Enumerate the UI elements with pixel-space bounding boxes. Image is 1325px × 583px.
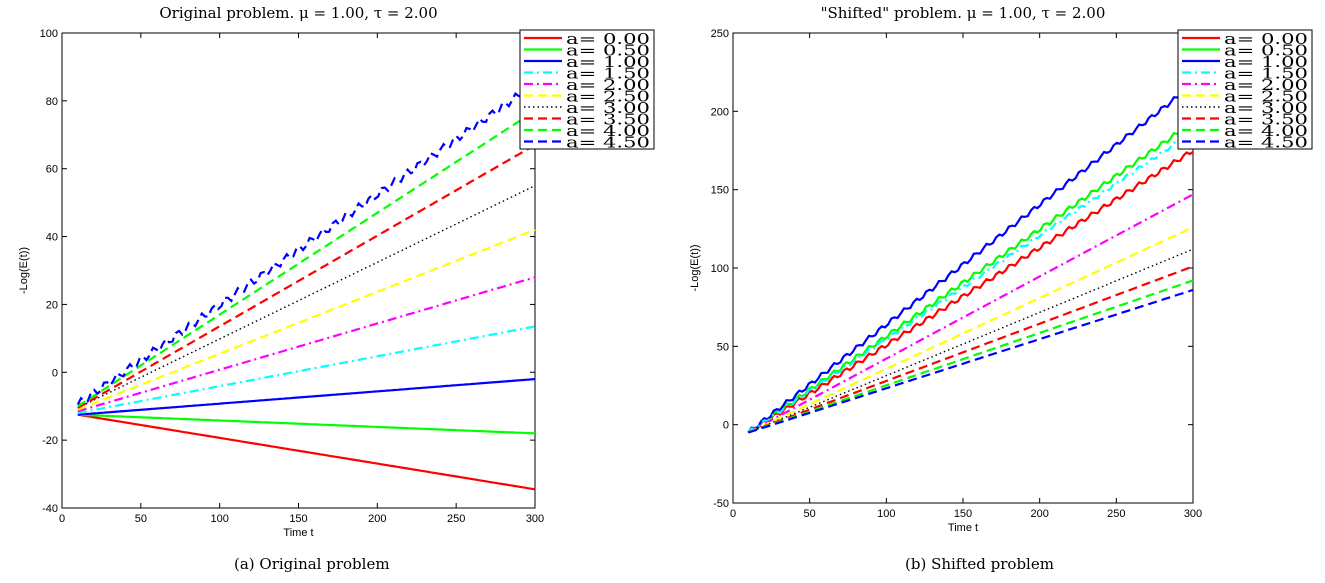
series-line-300 [77, 185, 536, 409]
series-line-300 [748, 248, 1194, 434]
y-tick-label: 0 [723, 420, 729, 432]
y-tick-label: -50 [713, 498, 729, 510]
x-axis-label: Time t [283, 527, 313, 539]
series-line-200 [747, 193, 1194, 434]
chart-title: Original problem. μ = 1.00, τ = 2.00 [159, 4, 437, 22]
series-line-100 [77, 378, 536, 416]
y-tick-label: 20 [46, 299, 58, 311]
legend-label: a= 4.00 [566, 122, 650, 140]
plot-frame [61, 32, 536, 509]
y-tick-label: 200 [711, 106, 729, 118]
x-tick-label: 150 [289, 513, 307, 525]
y-tick-label: -40 [42, 503, 58, 515]
y-tick-label: 250 [711, 28, 729, 40]
series-line-050 [77, 413, 536, 435]
series-line-250 [747, 226, 1194, 434]
caption-a: (a) Original problem [234, 555, 390, 573]
legend-label: a= 3.50 [566, 111, 650, 129]
y-tick-label: 100 [711, 263, 729, 275]
legend: a= 0.00a= 0.50a= 1.00a= 1.50a= 2.00a= 2.… [1177, 29, 1313, 152]
series-line-350 [77, 144, 536, 409]
legend-label: a= 1.50 [566, 65, 650, 83]
x-tick-label: 100 [210, 513, 228, 525]
series-line-450 [747, 288, 1194, 434]
x-tick-label: 0 [730, 508, 736, 520]
legend-label: a= 0.50 [566, 42, 650, 60]
x-tick-label: 250 [1107, 508, 1125, 520]
series-line-000 [747, 151, 1194, 434]
y-tick-label: 0 [52, 367, 58, 379]
legend-label: a= 3.00 [566, 99, 650, 117]
legend-label: a= 3.50 [1224, 111, 1308, 129]
x-tick-label: 100 [877, 508, 895, 520]
series-line-450 [76, 83, 536, 405]
x-tick-label: 50 [804, 508, 816, 520]
y-tick-label: -20 [42, 435, 58, 447]
legend-label: a= 0.00 [1224, 30, 1308, 48]
y-tick-label: 50 [717, 341, 729, 353]
series-line-350 [747, 265, 1194, 434]
x-tick-label: 50 [135, 513, 147, 525]
legend: a= 0.00a= 0.50a= 1.00a= 1.50a= 2.00a= 2.… [519, 29, 655, 152]
legend-label: a= 4.50 [566, 134, 650, 152]
series-line-100 [747, 85, 1194, 434]
legend-label: a= 2.00 [566, 76, 650, 94]
series-line-150 [747, 132, 1194, 434]
chart-1: Original problem. μ = 1.00, τ = 2.00 0 50 1… [18, 4, 655, 539]
x-tick-label: 150 [954, 508, 972, 520]
y-tick-label: 150 [711, 185, 729, 197]
series-line-000 [77, 413, 536, 491]
x-tick-label: 0 [59, 513, 65, 525]
series-line-250 [77, 228, 536, 411]
legend-label: a= 1.00 [566, 53, 650, 71]
legend-label: a= 0.50 [1224, 42, 1308, 60]
legend-label: a= 1.50 [1224, 65, 1308, 83]
series-line-400 [747, 279, 1194, 434]
plot-frame [732, 32, 1194, 504]
legend-label: a= 3.00 [1224, 99, 1308, 117]
x-tick-label: 300 [526, 513, 544, 525]
series-line-400 [77, 110, 536, 408]
legend-label: a= 2.00 [1224, 76, 1308, 94]
legend-label: a= 2.50 [1224, 88, 1308, 106]
y-axis-label: -Log(E(t)) [18, 247, 30, 294]
y-axis-label: -Log(E(t)) [689, 244, 701, 291]
series-line-200 [77, 276, 536, 413]
legend-label: a= 4.50 [1224, 134, 1308, 152]
y-tick-label: 40 [46, 232, 58, 244]
y-tick-label: 60 [46, 164, 58, 176]
legend-label: a= 4.00 [1224, 122, 1308, 140]
series-line-050 [747, 122, 1194, 434]
y-tick-label: 80 [46, 96, 58, 108]
figure: Original problem. μ = 1.00, τ = 2.00 0 50 1… [18, 4, 1313, 539]
legend-label: a= 2.50 [566, 88, 650, 106]
chart-title: "Shifted" problem. μ = 1.00, τ = 2.00 [821, 4, 1106, 22]
series-line-150 [77, 325, 536, 415]
x-tick-label: 250 [447, 513, 465, 525]
x-axis-label: Time t [948, 522, 978, 534]
x-tick-label: 300 [1184, 508, 1202, 520]
chart-2: "Shifted" problem. μ = 1.00, τ = 2.00 0 50… [689, 4, 1313, 534]
legend-label: a= 0.00 [566, 30, 650, 48]
legend-label: a= 1.00 [1224, 53, 1308, 71]
x-tick-label: 200 [368, 513, 386, 525]
caption-b: (b) Shifted problem [905, 555, 1054, 573]
y-tick-label: 100 [40, 28, 58, 40]
x-tick-label: 200 [1030, 508, 1048, 520]
